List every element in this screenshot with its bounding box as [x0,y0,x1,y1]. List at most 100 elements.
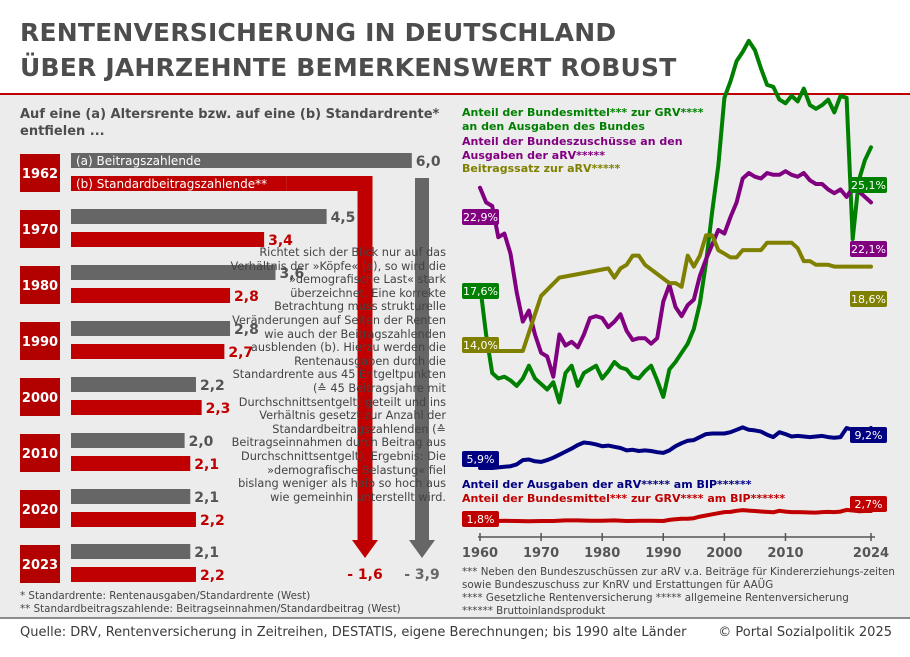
navy-line-start-label: 5,9% [467,453,495,466]
bar-a-1962 [71,153,412,168]
bar-b-value-2023: 2,2 [200,568,225,584]
bar-a-2010 [71,433,185,448]
olive-line-start-box [462,337,499,353]
x-tick-label-1960: 1960 [462,546,498,561]
bar-b-value-1970: 3,4 [268,233,293,249]
bar-a-1970 [71,209,327,224]
bar-a-value-2023: 2,1 [194,545,219,561]
purple-line-start-label: 22,9% [463,211,498,224]
olive-line-start-label: 14,0% [463,339,498,352]
change-label-a: - 3,9 [404,567,440,583]
year-badge-1970 [20,210,60,248]
bar-b-2000 [71,400,202,415]
left-footnotes: * Standardrente: Rentenausgaben/Standard… [20,590,401,616]
red-line [478,507,873,524]
year-label-1990: 1990 [22,335,58,350]
change-arrow-b-shaft [286,176,373,540]
year-label-1970: 1970 [22,223,58,238]
copyright-text: © Portal Sozialpolitik 2025 [718,625,892,640]
bar-a-value-2010: 2,0 [189,434,214,450]
change-arrow-b-head [352,540,378,558]
bar-a-2000 [71,377,196,392]
x-tick-label-1970: 1970 [523,546,559,561]
bar-a-value-1970: 4,5 [331,210,356,226]
title-divider [0,93,910,95]
bar-a-1980 [71,265,276,280]
olive-line-end-label: 18,6% [851,293,886,306]
year-label-1980: 1980 [22,279,58,294]
legend-label-a: (a) Beitragszahlende [76,154,201,168]
purple-line [478,169,873,379]
legend-navy: Anteil der Ausgaben der aRV***** am BIP*… [462,478,752,491]
legend-purple: Anteil der Bundeszuschüsse an den Ausgabe… [462,135,683,162]
olive-line-end-box [850,291,887,307]
footnote-standardbeitragszahlende: ** Standardbeitragszahlende: Beitragsein… [20,603,401,615]
title-line-1: RENTENVERSICHERUNG IN DEUTSCHLAND [20,18,617,47]
year-badge-1980 [20,266,60,304]
green-line-start-box [462,283,499,299]
year-badge-2010 [20,434,60,472]
red-line-start-label: 1,8% [467,513,495,526]
year-label-2020: 2020 [22,503,58,518]
change-arrow-a-shaft [415,178,429,540]
bar-b-value-2000: 2,3 [206,401,231,417]
footnote-bundesmittel: *** Neben den Bundeszuschüssen zur aRV v… [462,566,895,591]
header: RENTENVERSICHERUNG IN DEUTSCHLAND ÜBER J… [0,0,910,93]
year-label-1962: 1962 [22,167,58,182]
red-line-end-box [850,496,887,512]
bar-b-2023 [71,567,196,582]
x-tick-label-1980: 1980 [584,546,620,561]
green-line-start-label: 17,6% [463,285,498,298]
bar-a-2020 [71,489,191,504]
year-label-2023: 2023 [22,558,58,573]
year-badge-2000 [20,378,60,416]
change-arrow-a-head [409,540,435,558]
bar-b-1990 [71,344,225,359]
year-badge-2020 [20,490,60,528]
change-label-b: - 1,6 [347,567,383,583]
bar-b-1970 [71,232,265,247]
explanation-text: Richtet sich der Blick nur auf das Verhä… [230,246,446,504]
right-footnotes: *** Neben den Bundeszuschüssen zur aRV v… [462,566,902,618]
olive-line [478,233,873,353]
bar-b-value-1990: 2,7 [228,345,253,361]
bar-a-value-1962: 6,0 [416,154,441,170]
green-line-end-label: 25,1% [851,179,886,192]
x-tick-label-2024: 2024 [853,546,889,561]
green-line [478,38,873,405]
bar-b-value-1980: 2,8 [234,289,259,305]
footnote-standardrente: * Standardrente: Rentenausgaben/Standard… [20,590,311,602]
bar-a-2023 [71,544,191,559]
legend-olive: Beitragssatz zur aRV***** [462,162,621,175]
footnote-grv-arv: **** Gesetzliche Rentenversicherung ****… [462,592,849,604]
purple-line-start-box [462,209,499,225]
green-line-end-box [850,177,887,193]
x-tick-label-2000: 2000 [706,546,742,561]
bar-b-2020 [71,512,196,527]
navy-line [478,425,873,470]
bar-a-value-2020: 2,1 [194,490,219,506]
source-text: Quelle: DRV, Rentenversicherung in Zeitr… [20,625,687,640]
footnote-bip: ****** Bruttoinlandsprodukt [462,605,606,617]
year-label-2010: 2010 [22,447,58,462]
year-badge-1962 [20,154,60,192]
left-subtitle: Auf eine (a) Altersrente bzw. auf eine (… [20,107,440,139]
purple-line-end-label: 22,1% [851,243,886,256]
bar-b-2010 [71,456,191,471]
bar-b-value-2020: 2,2 [200,513,225,529]
x-tick-label-1990: 1990 [645,546,681,561]
red-line-start-box [462,511,499,527]
legend-label-b: (b) Standardbeitragszahlende** [76,177,267,191]
bar-a-value-2000: 2,2 [200,378,225,394]
bar-b-1980 [71,288,231,303]
navy-line-end-label: 9,2% [855,429,883,442]
year-badge-2023 [20,545,60,583]
bar-a-value-1990: 2,8 [234,322,259,338]
x-tick-label-2010: 2010 [767,546,803,561]
purple-line-end-box [850,241,887,257]
year-badge-1990 [20,322,60,360]
navy-line-end-box [850,427,887,443]
